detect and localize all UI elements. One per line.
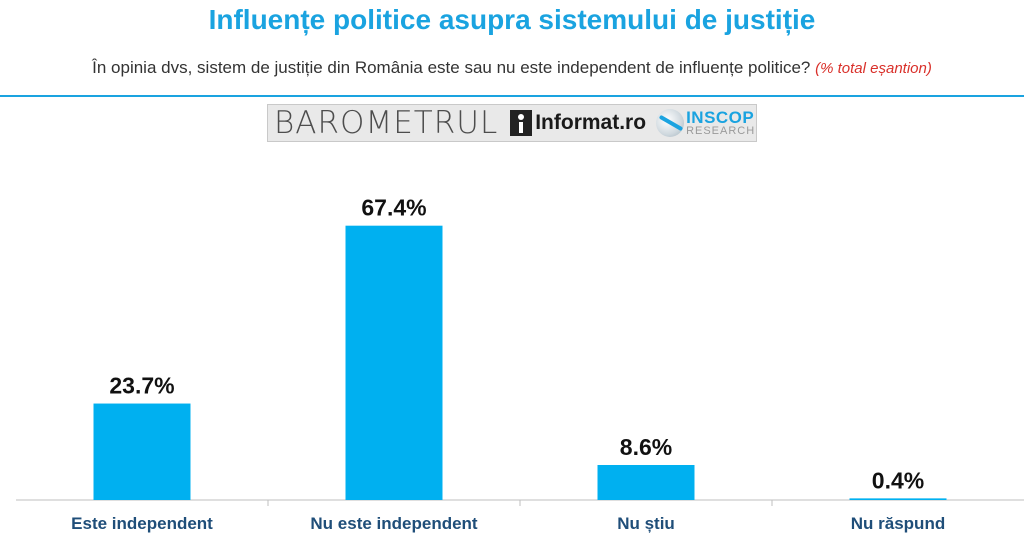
bar-0: [93, 403, 191, 500]
inscop-globe-icon: [656, 109, 685, 137]
data-label-2: 8.6%: [620, 434, 672, 460]
subtitle-note: (% total eșantion): [815, 60, 932, 77]
bar-2: [597, 464, 695, 500]
inscop-research-text: RESEARCH: [686, 125, 756, 137]
bar-3: [849, 498, 947, 500]
header-divider: [0, 95, 1024, 97]
informat-mark-icon: [510, 110, 533, 136]
category-label-2: Nu știu: [617, 514, 675, 533]
category-label-1: Nu este independent: [310, 514, 478, 533]
barometrul-logo: BAROMETRUL: [274, 105, 499, 141]
subtitle-question: În opinia dvs, sistem de justiție din Ro…: [92, 58, 811, 77]
inscop-logo: INSCOP RESEARCH: [656, 109, 755, 137]
chart-title: Influențe politice asupra sistemului de …: [208, 4, 816, 35]
data-label-1: 67.4%: [361, 195, 426, 221]
informat-logo-text: Informat.ro: [535, 111, 647, 134]
sponsor-logo-banner: BAROMETRUL Informat.ro INSCOP RESEARCH: [267, 104, 757, 142]
informat-logo: Informat.ro: [510, 110, 646, 136]
inscop-logo-text: INSCOP: [686, 108, 755, 127]
data-label-0: 23.7%: [109, 373, 174, 399]
bar-1: [345, 225, 443, 500]
category-label-0: Este independent: [71, 514, 213, 533]
category-label-3: Nu răspund: [851, 514, 945, 533]
data-label-3: 0.4%: [872, 467, 924, 493]
chart-subtitle: În opinia dvs, sistem de justiție din Ro…: [0, 58, 1024, 78]
